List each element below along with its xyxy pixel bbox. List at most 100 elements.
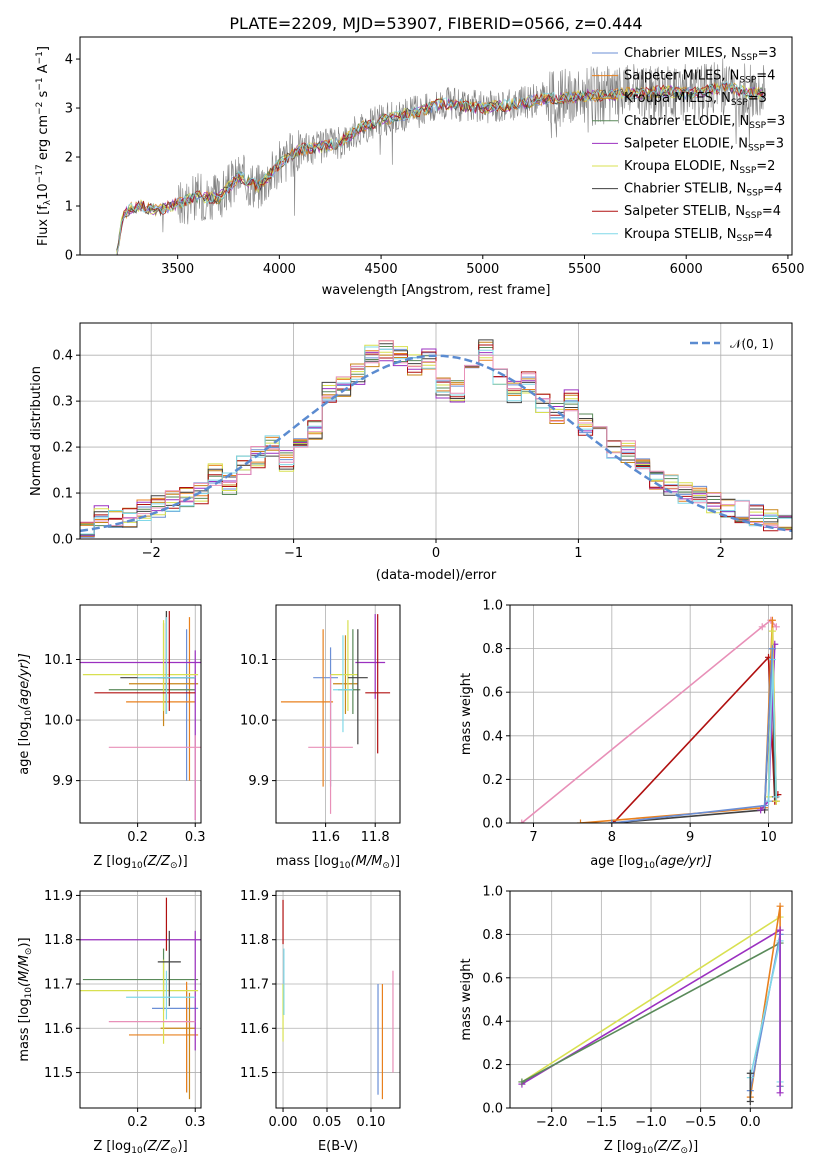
x-axis-label-part: (age/yr)] (655, 854, 712, 869)
legend-entry: Kroupa MILES, NSSP=3 (624, 91, 767, 108)
x-axis-label-part: ⊙ (680, 1146, 688, 1156)
weight-line (580, 620, 778, 823)
model-line (116, 81, 764, 254)
x-axis-label: (data-model)/error (376, 568, 497, 583)
weight-marker (768, 645, 776, 653)
legend-entry: Salpeter STELIB, NSSP=4 (624, 204, 781, 221)
weight-marker (761, 802, 769, 810)
legend-entry-part: =4 (756, 69, 775, 84)
weight-marker (577, 819, 584, 823)
y-axis-label-part: (M/M (17, 955, 32, 987)
x-tick-label: −1.5 (586, 1115, 618, 1130)
legend-entry-part: Kroupa ELODIE, N (624, 159, 739, 174)
y-tick-label: 0.4 (482, 1015, 503, 1030)
axes-group: −2 −1 0 1 2 0.0 0.1 0.2 0.3 0.4 (data-model)/error… (29, 322, 793, 583)
legend-entry-part: SSP (731, 98, 748, 108)
x-tick-label: 10 (760, 830, 777, 845)
x-tick-label: 0.2 (127, 1115, 148, 1130)
axes-group: 0.2 0.311.511.611.711.811.9Z [log10(Z/Z⊙)… (17, 889, 206, 1156)
y-axis-label-part: (age/yr)] (17, 653, 32, 710)
axes-frame (509, 890, 793, 1109)
x-axis-label-part: (Z/Z (143, 1139, 171, 1154)
x-axis-label: Z [log10(Z/Z⊙)] (93, 854, 187, 871)
y-axis-label-part: age [log (17, 722, 32, 775)
x-tick-label: 6500 (771, 262, 804, 277)
y-tick-label: 0.6 (482, 971, 503, 986)
legend-entry: 𝒩(0, 1) (730, 337, 774, 351)
weight-marker (746, 1097, 754, 1105)
plot-area (280, 614, 391, 814)
y-tick-label: 0.3 (52, 395, 73, 410)
y-axis-label-part: erg cm (36, 115, 51, 164)
y-axis-label: Flux [fλ10−17 erg cm−2 s−1 A−1] (35, 46, 53, 246)
weight-line (521, 916, 781, 1083)
y-tick-label: 0.4 (482, 729, 503, 744)
y-axis-label-part: 10 (36, 183, 51, 200)
legend-entry-part: Salpeter MILES, N (624, 69, 739, 84)
x-tick-label: 9 (686, 830, 694, 845)
x-axis-label-part: )] (178, 854, 188, 869)
axes-frame (79, 604, 202, 824)
y-tick-label: 0.0 (482, 817, 503, 832)
legend-entry-part: SSP (739, 166, 756, 176)
x-tick-label: −2.0 (536, 1115, 568, 1130)
y-axis-label-part: Flux [f (36, 205, 51, 246)
x-axis-label: Z [log10(Z/Z⊙)] (93, 1139, 187, 1156)
legend-entry-part: =3 (765, 136, 784, 151)
weight-marker (765, 797, 772, 805)
x-axis-label-part: ⊙ (170, 1146, 178, 1156)
plot-area (518, 616, 782, 823)
weight-marker (746, 1069, 754, 1077)
axes-group: 11.6 11.8 9.9 10.0 10.1 mass [log10(M/M⊙)] (240, 604, 401, 871)
y-tick-label: 1 (65, 200, 73, 215)
x-axis-label-part: Z [log (93, 1139, 131, 1154)
x-axis-label-part: (Z/Z (653, 1139, 681, 1154)
y-tick-label: 11.7 (240, 978, 269, 993)
x-axis-label-part: 10 (642, 1146, 654, 1156)
x-tick-label: 5000 (466, 262, 499, 277)
x-axis-label: E(B-V) (318, 1139, 358, 1154)
x-axis-label-part: )] (390, 854, 400, 869)
x-axis-label-part: )] (688, 1139, 698, 1154)
legend-entry: Chabrier STELIB, NSSP=4 (624, 182, 782, 199)
x-tick-label: 0.3 (185, 1115, 206, 1130)
y-axis-label-part: )] (17, 937, 32, 947)
y-axis-label-part: −1 (35, 77, 45, 90)
y-axis-label-part: mass [log (17, 998, 32, 1061)
x-axis-label: wavelength [Angstrom, rest frame] (322, 283, 551, 298)
weight-line (612, 655, 779, 823)
x-axis-label-part: Z [log (93, 854, 131, 869)
legend-entry-part: =3 (766, 114, 785, 129)
x-axis-label-part: (M/M (351, 854, 383, 869)
y-tick-label: 0.4 (52, 349, 73, 364)
x-tick-label: −2 (142, 546, 161, 561)
x-tick-label: 11.6 (311, 830, 340, 845)
x-axis-label-part: 10 (643, 861, 655, 871)
axes-group: 0.00 0.05 0.10 11.5 11.6 11.7 11.8 11.9 E(B-V) (240, 889, 401, 1154)
y-tick-label: 0.8 (482, 642, 503, 657)
y-tick-label: 11.9 (240, 889, 269, 904)
histogram-step (80, 346, 792, 535)
y-tick-label: 0.2 (482, 773, 503, 788)
weight-marker (776, 902, 784, 910)
legend-entry-part: SSP (739, 76, 756, 86)
y-tick-label: 10.0 (44, 714, 73, 729)
y-tick-label: 0.2 (52, 441, 73, 456)
y-axis-label-part: −1 (35, 51, 45, 64)
y-tick-label: 11.9 (44, 889, 73, 904)
figure-title: PLATE=2209, MJD=53907, FIBERID=0566, z=0… (229, 14, 642, 33)
x-tick-label: 5500 (568, 262, 601, 277)
weight-marker (772, 793, 780, 801)
x-axis-label-part: )] (178, 1139, 188, 1154)
plot-area (116, 58, 766, 255)
axes-frame (79, 890, 202, 1109)
gaussian-curve (80, 354, 792, 533)
y-tick-label: 1.0 (482, 599, 503, 614)
x-axis-label: mass [log10(M/M⊙)] (276, 854, 400, 871)
legend-entry: Chabrier MILES, NSSP=3 (624, 46, 777, 63)
x-axis-label-part: 10 (339, 861, 351, 871)
legend-entry-part: Chabrier ELODIE, N (624, 114, 749, 129)
axes-group: 0.2 0.39.910.010.1Z [log10(Z/Z⊙)]age [log… (17, 604, 206, 871)
legend-entry: Chabrier ELODIE, NSSP=3 (624, 114, 785, 131)
